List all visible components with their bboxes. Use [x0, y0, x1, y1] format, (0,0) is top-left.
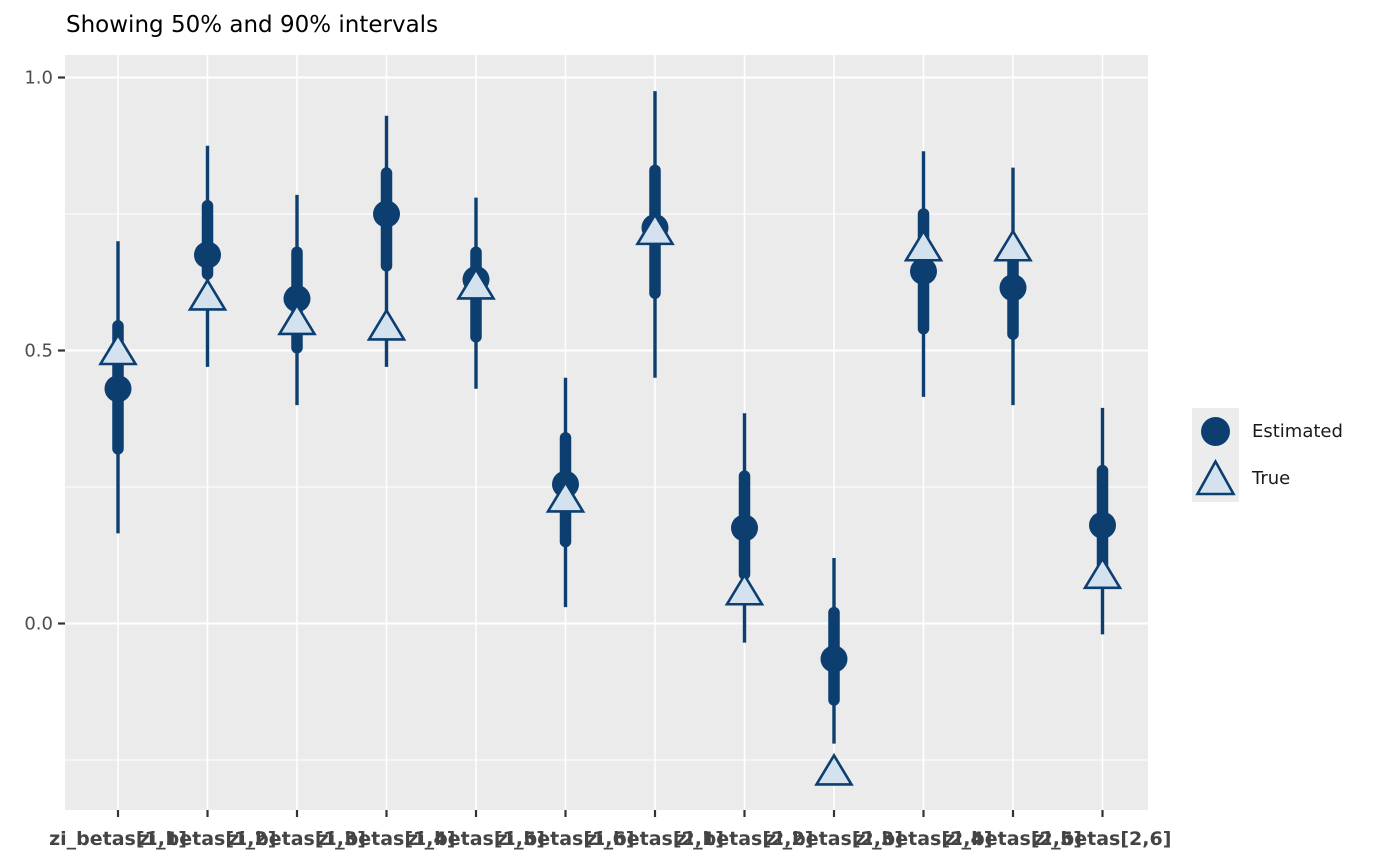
chart-title: Showing 50% and 90% intervals — [66, 12, 439, 38]
x-tick-label: zi_betas[2,1] — [586, 828, 724, 850]
estimated-point — [820, 645, 848, 673]
x-tick-label: zi_betas[1,6] — [497, 828, 635, 850]
plot-panel — [65, 55, 1148, 810]
legend-item-true: True — [1192, 455, 1343, 502]
circle-icon — [1201, 417, 1230, 446]
x-tick-label: zi_betas[2,3] — [765, 828, 903, 850]
estimated-point — [731, 514, 758, 542]
legend-key-estimated — [1192, 408, 1239, 455]
true-point — [903, 228, 944, 262]
estimated-point — [194, 241, 221, 269]
legend-label-true: True — [1252, 468, 1291, 489]
legend-key-true — [1192, 455, 1239, 502]
triangle-icon — [1195, 458, 1236, 496]
true-point — [187, 277, 228, 311]
true-point — [456, 266, 496, 300]
true-point — [1082, 556, 1123, 590]
y-tick-label: 0.5 — [24, 341, 53, 362]
true-point — [366, 307, 407, 341]
true-point — [993, 228, 1033, 262]
x-tick-label: zi_betas[2,2] — [676, 828, 814, 850]
x-tick-label: zi_betas[1,2] — [139, 828, 277, 850]
estimated-point — [1089, 511, 1116, 539]
estimated-point — [283, 285, 311, 313]
true-point — [814, 752, 854, 786]
x-tick-label: zi_betas[2,5] — [944, 828, 1082, 850]
x-tick-label: zi_betas[1,4] — [318, 828, 456, 850]
estimated-point — [104, 375, 132, 403]
legend-label-estimated: Estimated — [1252, 421, 1343, 442]
x-tick-label: zi_betas[2,6] — [1034, 828, 1172, 850]
x-tick-label: zi_betas[1,5] — [407, 828, 545, 850]
x-tick-label: zi_betas[1,1] — [49, 828, 187, 850]
estimated-point — [999, 274, 1027, 302]
x-tick-label: zi_betas[1,3] — [228, 828, 366, 850]
legend: Estimated True — [1192, 408, 1343, 502]
true-point — [635, 212, 675, 246]
y-tick-label: 0.0 — [24, 614, 53, 635]
true-point — [545, 479, 586, 513]
estimated-point — [910, 257, 937, 285]
y-tick-label: 1.0 — [24, 68, 53, 89]
true-point — [277, 302, 317, 336]
legend-item-estimated: Estimated — [1192, 408, 1343, 455]
estimated-point — [373, 200, 400, 228]
true-point — [98, 332, 138, 366]
true-point — [724, 572, 765, 606]
x-tick-label: zi_betas[2,4] — [855, 828, 993, 850]
